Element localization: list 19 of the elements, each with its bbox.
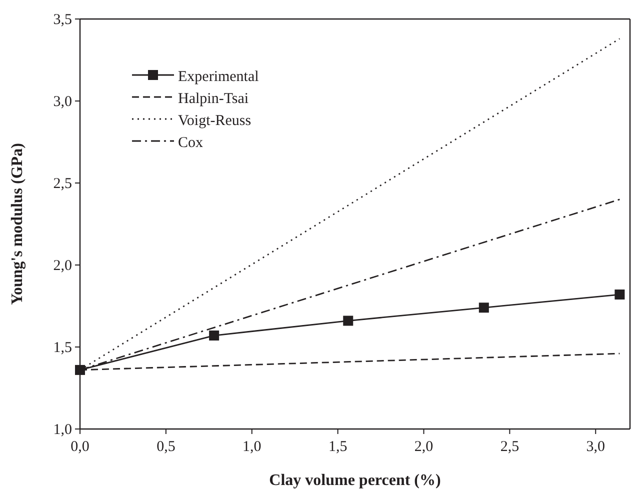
x-axis-title: Clay volume percent (%) <box>269 472 441 489</box>
legend-label: Cox <box>178 135 204 151</box>
y-tick-label: 3,5 <box>53 12 72 28</box>
legend-label: Halpin-Tsai <box>178 91 249 107</box>
x-tick-label: 1,0 <box>242 439 262 455</box>
x-tick-label: 0,0 <box>70 439 90 455</box>
y-axis-title: Young's modulus (GPa) <box>9 143 26 305</box>
x-tick-label: 0,5 <box>156 439 176 455</box>
y-tick-label: 3,0 <box>53 94 72 110</box>
x-tick-label: 2,0 <box>414 439 434 455</box>
y-tick-label: 2,0 <box>53 258 72 274</box>
legend-label: Voigt-Reuss <box>178 113 252 129</box>
x-tick-label: 2,5 <box>500 439 520 455</box>
y-tick-label: 1,5 <box>53 340 72 356</box>
x-tick-label: 1,5 <box>328 439 348 455</box>
y-tick-label: 1,0 <box>53 422 72 438</box>
y-tick-label: 2,5 <box>53 176 72 192</box>
x-tick-label: 3,0 <box>586 439 605 455</box>
legend-label: Experimental <box>178 69 259 85</box>
